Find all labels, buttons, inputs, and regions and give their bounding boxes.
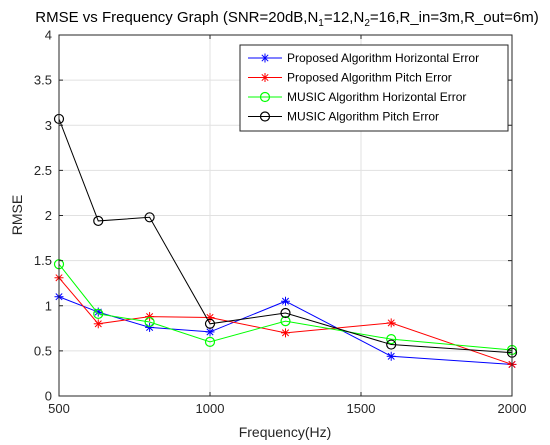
legend-item: Proposed Algorithm Horizontal Error — [248, 51, 479, 65]
legend-marker — [260, 73, 270, 82]
legend-label: MUSIC Algorithm Pitch Error — [287, 110, 439, 124]
series-line — [58, 118, 513, 354]
data-point — [144, 212, 155, 223]
tick-labels: 500 1000 1500 2000 0 0.5 1 1.5 2 2.5 3 3.5 4 — [34, 28, 527, 417]
legend-box — [239, 44, 509, 132]
data-series — [53, 113, 518, 369]
x-tick-label: 1500 — [347, 401, 376, 416]
chart-title-sub1: 1 — [318, 18, 324, 29]
y-axis-label: RMSE — [9, 195, 25, 235]
data-point — [386, 334, 397, 345]
legend: Proposed Algorithm Horizontal Error Propo… — [239, 44, 509, 132]
legend-label: Proposed Algorithm Pitch Error — [287, 71, 452, 85]
chart-title-mid: =12,N — [324, 9, 364, 26]
chart-title-suffix: =16,R_in=3m,R_out=6m) — [370, 9, 539, 26]
y-tick-label: 2 — [45, 208, 52, 223]
data-point — [144, 316, 155, 328]
data-point — [93, 308, 104, 319]
y-tick-label: 4 — [45, 28, 52, 43]
data-point — [280, 307, 291, 319]
x-tick-label: 500 — [48, 401, 70, 416]
y-tick-label: 0.5 — [34, 343, 52, 358]
y-tick-label: 3.5 — [34, 73, 52, 88]
data-point — [281, 328, 290, 338]
legend-marker — [260, 53, 270, 63]
chart-title: RMSE vs Frequency Graph (SNR=20dB,N1=12,… — [35, 9, 538, 29]
data-point — [386, 339, 397, 350]
legend-marker — [259, 111, 271, 122]
y-tick-label: 2.5 — [34, 163, 52, 178]
legend-label: Proposed Algorithm Horizontal Error — [287, 51, 479, 65]
chart-title-sub2: 2 — [364, 18, 370, 29]
series-3 — [53, 259, 518, 356]
x-axis-label: Frequency(Hz) — [239, 424, 332, 440]
legend-item: Proposed Algorithm Pitch Error — [248, 71, 452, 85]
data-point — [145, 322, 155, 332]
data-point — [280, 315, 291, 327]
legend-item: MUSIC Algorithm Pitch Error — [248, 110, 439, 124]
data-point — [93, 215, 104, 227]
x-tick-label: 2000 — [498, 401, 527, 416]
data-point — [386, 318, 396, 328]
legend-label: MUSIC Algorithm Horizontal Error — [287, 90, 466, 104]
chart-title-prefix: RMSE vs Frequency Graph (SNR=20dB,N — [35, 9, 318, 26]
data-point — [204, 336, 216, 347]
y-tick-label: 1 — [45, 298, 52, 313]
y-tick-label: 3 — [45, 118, 52, 133]
data-point — [145, 312, 155, 322]
data-point — [281, 296, 290, 306]
x-tick-label: 1000 — [196, 401, 225, 416]
axes — [58, 34, 513, 397]
legend-marker — [259, 91, 271, 103]
data-point — [204, 318, 216, 329]
y-tick-label: 1.5 — [34, 253, 52, 268]
legend-item: MUSIC Algorithm Horizontal Error — [248, 90, 466, 104]
y-tick-label: 0 — [45, 389, 52, 404]
data-point — [93, 319, 103, 329]
series-line — [58, 263, 513, 351]
data-point — [205, 327, 215, 337]
data-point — [386, 351, 396, 361]
